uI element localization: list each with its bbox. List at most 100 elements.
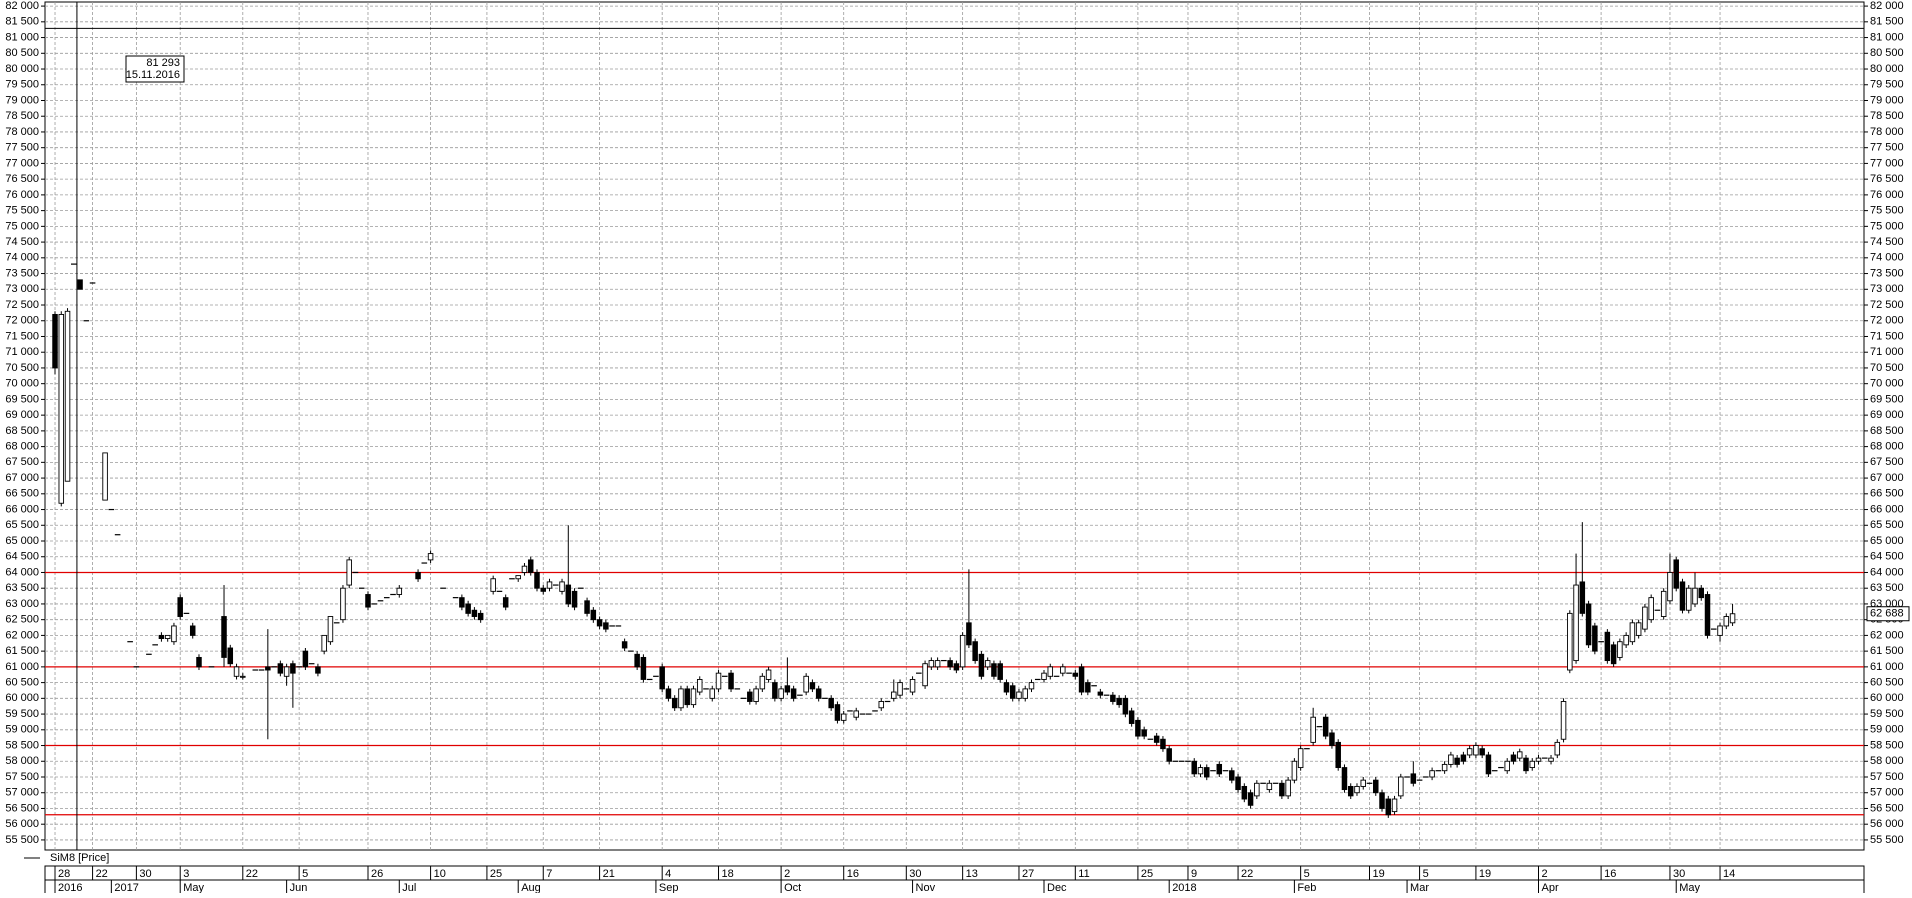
y-tick-label: 71 500 (5, 330, 39, 342)
candle-body (1454, 757, 1460, 765)
y-tick-label: 75 500 (1870, 205, 1904, 217)
x-tick-label: 16 (847, 868, 859, 880)
candle-body (747, 691, 753, 702)
x-tick-label: 19 (1373, 868, 1385, 880)
candle-body (947, 660, 953, 668)
x-tick-label: 5 (1423, 868, 1429, 880)
y-tick-label: 57 000 (1870, 787, 1904, 799)
y-tick-label: 76 000 (5, 189, 39, 201)
period-label: Sep (659, 882, 679, 893)
candle-body (1704, 594, 1711, 636)
x-tick-label: 13 (966, 868, 978, 880)
period-label: 2017 (114, 882, 138, 893)
period-label: Dec (1047, 882, 1067, 893)
y-tick-label: 73 000 (5, 283, 39, 295)
candle-body (240, 675, 246, 678)
x-tick-label: 11 (1078, 868, 1089, 880)
y-tick-label: 80 500 (5, 47, 39, 59)
x-tick-label: 30 (909, 868, 921, 880)
candle-body (1009, 685, 1016, 699)
y-tick-label: 58 000 (1870, 755, 1904, 767)
candle-body (1604, 631, 1611, 662)
candle-body (659, 666, 665, 690)
candle-body (678, 688, 684, 709)
y-tick-label: 78 000 (1870, 126, 1904, 138)
candle-body (640, 656, 647, 680)
y-tick-label: 68 500 (5, 425, 39, 437)
candle-body (521, 565, 528, 573)
candle-body (1529, 760, 1535, 769)
y-tick-label: 74 000 (1870, 252, 1904, 264)
y-tick-label: 78 500 (5, 110, 39, 122)
candle-body (465, 603, 471, 614)
candle-body (621, 641, 628, 649)
y-tick-label: 64 000 (1870, 566, 1904, 578)
candle-body (189, 625, 196, 636)
y-tick-label: 66 000 (1870, 503, 1904, 515)
y-tick-label: 75 000 (5, 220, 39, 232)
y-tick-label: 81 000 (5, 31, 39, 43)
x-tick-label: 4 (665, 868, 671, 880)
y-tick-label: 66 500 (1870, 488, 1904, 500)
period-label: May (1679, 882, 1700, 893)
x-tick-label: 18 (722, 868, 734, 880)
y-tick-label: 80 000 (1870, 63, 1904, 75)
y-tick-label: 74 500 (1870, 236, 1904, 248)
candle-body (1241, 785, 1248, 800)
candle-body (1504, 760, 1510, 772)
y-tick-label: 66 500 (5, 488, 39, 500)
candle-body (1254, 782, 1260, 797)
x-axis-row (44, 865, 1865, 881)
candle-body (934, 660, 941, 668)
candle-body (1003, 682, 1010, 693)
x-tick-label: 30 (139, 868, 151, 880)
candle-body (922, 663, 928, 687)
candle-body (1473, 745, 1479, 756)
x-tick-label: 30 (1673, 868, 1685, 880)
y-tick-label: 62 500 (5, 614, 39, 626)
y-tick-label: 64 500 (1870, 551, 1904, 563)
y-tick-label: 77 500 (5, 142, 39, 154)
y-tick-label: 64 500 (5, 551, 39, 563)
candle-body (1673, 559, 1679, 589)
candle-body (340, 587, 346, 621)
candle-body (1585, 603, 1592, 646)
candle-body (765, 669, 772, 680)
period-label: 2016 (58, 882, 82, 893)
candle-body (1097, 691, 1104, 696)
candle-body (815, 688, 822, 699)
y-tick-label: 62 000 (5, 629, 39, 641)
candle-body (1560, 701, 1567, 740)
y-tick-label: 81 500 (1870, 16, 1904, 28)
y-tick-label: 66 000 (5, 503, 39, 515)
y-tick-label: 62 000 (1870, 629, 1904, 641)
candle-body (1297, 748, 1304, 769)
y-tick-label: 59 500 (5, 708, 39, 720)
y-tick-label: 74 000 (5, 252, 39, 264)
last-price-label: 62 688 (1870, 608, 1904, 620)
y-tick-label: 61 000 (1870, 661, 1904, 673)
candle-body (1122, 697, 1129, 715)
candle-body (415, 572, 421, 580)
candle-body (158, 634, 165, 640)
candle-body (1028, 682, 1035, 690)
candle-body (1635, 622, 1642, 636)
y-tick-label: 73 500 (5, 267, 39, 279)
y-tick-label: 80 500 (1870, 47, 1904, 59)
candle-body (1516, 751, 1523, 759)
y-tick-label: 68 000 (1870, 441, 1904, 453)
x-tick-label: 9 (1191, 868, 1197, 880)
candle-body (1041, 672, 1047, 680)
x-tick-label: 3 (183, 868, 189, 880)
y-tick-label: 82 000 (1870, 0, 1904, 12)
candle-body (346, 559, 352, 586)
x-axis-row (44, 879, 1865, 895)
candle-body (177, 597, 183, 617)
candle-body (1660, 590, 1667, 617)
candle-body (1110, 694, 1116, 702)
y-tick-label: 57 500 (5, 771, 39, 783)
period-label: Feb (1297, 882, 1316, 893)
candle-body (809, 682, 816, 690)
candle-body (784, 685, 791, 693)
